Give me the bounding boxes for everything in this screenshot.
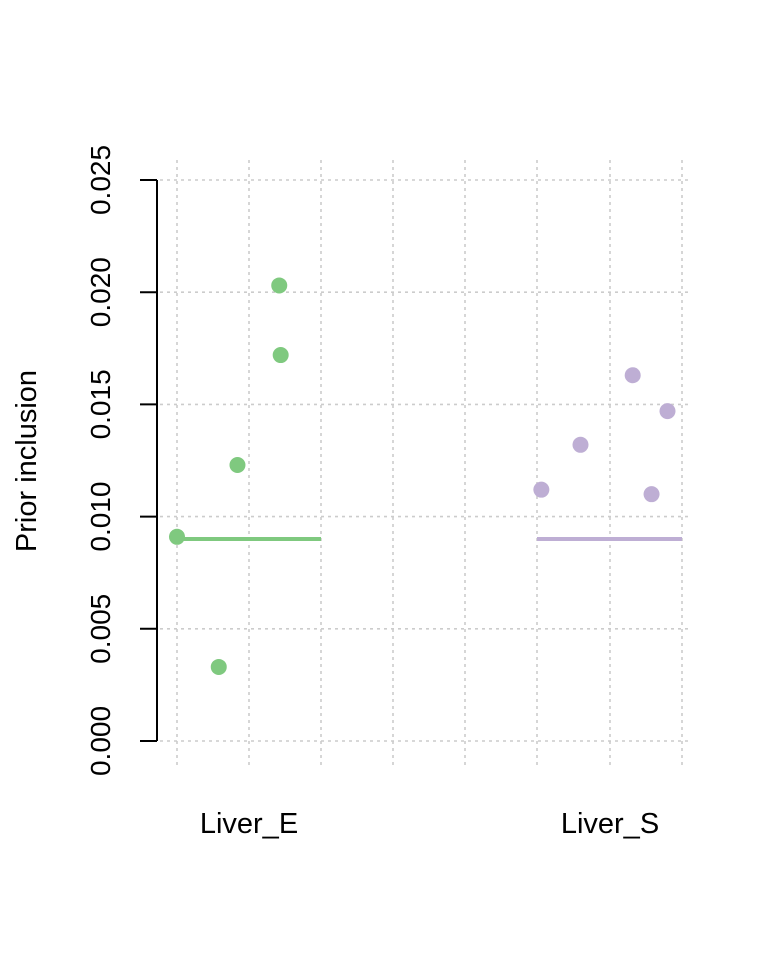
data-point: [272, 347, 289, 364]
data-point: [169, 528, 185, 545]
y-tick-label: 0.020: [85, 257, 116, 327]
y-tick-label: 0.000: [85, 706, 116, 776]
data-point: [533, 481, 550, 498]
y-axis-label: Prior inclusion: [11, 370, 43, 552]
data-points: [169, 277, 676, 675]
data-point: [624, 367, 641, 384]
y-tick-label: 0.010: [85, 482, 116, 552]
data-point: [271, 277, 288, 294]
x-category-label: Liver_S: [561, 808, 659, 840]
category-labels: Liver_E Liver_S: [200, 808, 659, 840]
y-tick-label: 0.025: [85, 145, 116, 215]
data-point: [572, 436, 589, 453]
data-point: [210, 658, 227, 675]
data-point: [229, 456, 246, 473]
data-point: [659, 403, 676, 420]
data-point: [643, 486, 660, 503]
x-category-label: Liver_E: [200, 808, 298, 840]
y-axis: 0.000 0.005 0.010 0.015 0.020 0.025: [85, 145, 158, 776]
y-tick-label: 0.015: [85, 369, 116, 439]
grid: [160, 160, 690, 765]
y-tick-label: 0.005: [85, 594, 116, 664]
